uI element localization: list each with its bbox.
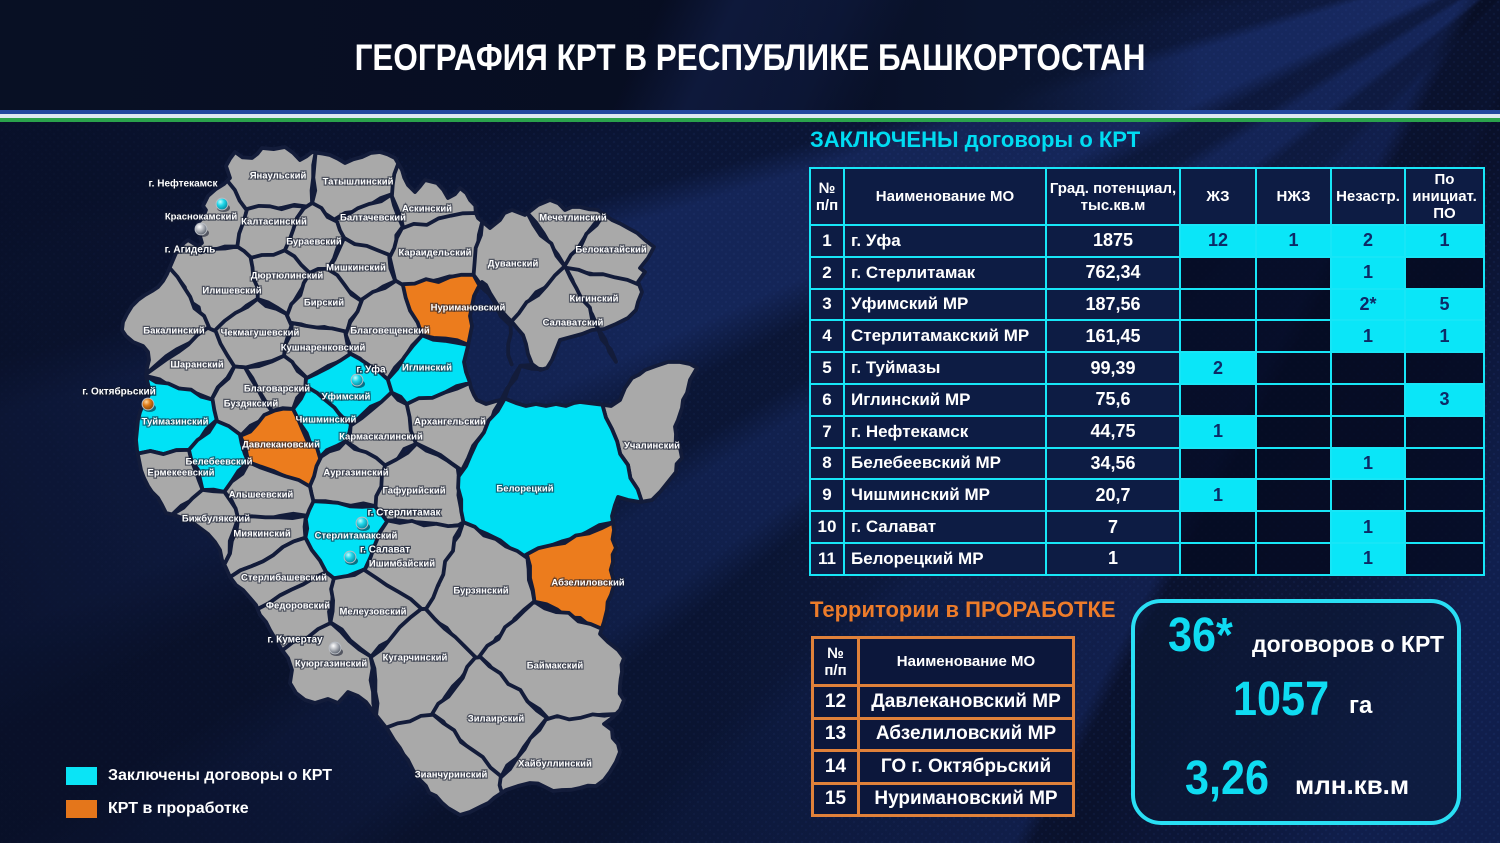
svg-text:Чишминский: Чишминский	[296, 415, 357, 426]
svg-text:Бурзянский: Бурзянский	[453, 586, 508, 597]
svg-text:г. Кумертау: г. Кумертау	[267, 635, 323, 646]
svg-text:Белорецкий: Белорецкий	[496, 484, 553, 495]
svg-text:Благовещенский: Благовещенский	[350, 326, 430, 337]
svg-text:Ермекеевский: Ермекеевский	[148, 468, 215, 479]
svg-text:Баймакский: Баймакский	[527, 661, 584, 672]
svg-text:Кугарчинский: Кугарчинский	[383, 653, 448, 664]
svg-text:Мишкинский: Мишкинский	[326, 263, 386, 274]
svg-text:Стерлибашевский: Стерлибашевский	[241, 573, 327, 584]
svg-text:Мечетлинский: Мечетлинский	[539, 213, 607, 224]
svg-text:Янаульский: Янаульский	[250, 171, 307, 182]
svg-text:Учалинский: Учалинский	[624, 441, 680, 452]
svg-text:Уфимский: Уфимский	[322, 392, 371, 403]
svg-text:Аскинский: Аскинский	[402, 204, 452, 215]
svg-text:Караидельский: Караидельский	[398, 248, 471, 259]
svg-text:Илишевский: Илишевский	[202, 286, 261, 297]
svg-text:Салаватский: Салаватский	[543, 318, 604, 329]
svg-text:Куюргазинский: Куюргазинский	[295, 659, 368, 670]
svg-text:Кармаскалинский: Кармаскалинский	[339, 432, 423, 443]
svg-text:Альшеевский: Альшеевский	[229, 490, 294, 501]
svg-text:Балтачевский: Балтачевский	[340, 213, 406, 224]
svg-text:г. Уфа: г. Уфа	[356, 364, 386, 376]
svg-text:Ишимбайский: Ишимбайский	[369, 559, 435, 570]
svg-text:Мелеузовский: Мелеузовский	[339, 607, 406, 618]
svg-text:Чекмагушевский: Чекмагушевский	[221, 328, 300, 339]
svg-text:г. Октябрьский: г. Октябрьский	[82, 386, 156, 398]
svg-text:Стерлитамакский: Стерлитамакский	[315, 531, 398, 542]
svg-text:Бураевский: Бураевский	[286, 237, 342, 248]
svg-text:Благоварский: Благоварский	[244, 384, 310, 395]
svg-text:г. Салават: г. Салават	[360, 545, 410, 556]
svg-text:Иглинский: Иглинский	[402, 363, 452, 374]
svg-text:Буздякский: Буздякский	[224, 399, 279, 410]
svg-text:Аургазинский: Аургазинский	[323, 468, 388, 479]
svg-text:г. Стерлитамак: г. Стерлитамак	[367, 508, 441, 519]
svg-text:Хайбуллинский: Хайбуллинский	[518, 759, 592, 770]
svg-text:Дуванский: Дуванский	[488, 259, 539, 270]
svg-text:г. Нефтекамск: г. Нефтекамск	[149, 178, 219, 190]
svg-text:Бирский: Бирский	[304, 298, 344, 309]
svg-text:Калтасинский: Калтасинский	[241, 217, 307, 228]
svg-text:Зианчуринский: Зианчуринский	[415, 770, 488, 781]
svg-text:Белокатайский: Белокатайский	[575, 245, 647, 256]
svg-text:Туймазинский: Туймазинский	[142, 417, 209, 428]
svg-text:Нуримановский: Нуримановский	[431, 303, 506, 314]
svg-text:Бакалинский: Бакалинский	[143, 326, 205, 337]
svg-text:Кушнаренковский: Кушнаренковский	[281, 343, 366, 354]
svg-text:Абзелиловский: Абзелиловский	[551, 578, 624, 589]
svg-text:Татышлинский: Татышлинский	[323, 177, 394, 188]
svg-text:Белебеевский: Белебеевский	[186, 457, 253, 468]
svg-text:Федоровский: Федоровский	[266, 601, 330, 612]
svg-text:г. Агидель: г. Агидель	[165, 245, 216, 256]
svg-text:Кигинский: Кигинский	[570, 294, 619, 305]
svg-text:Давлекановский: Давлекановский	[242, 440, 320, 451]
svg-text:Краснокамский: Краснокамский	[165, 212, 238, 223]
svg-text:Миякинский: Миякинский	[233, 529, 291, 540]
svg-text:Гафурийский: Гафурийский	[382, 486, 445, 497]
svg-text:Бижбулякский: Бижбулякский	[182, 514, 250, 525]
svg-text:Зилаирский: Зилаирский	[468, 714, 525, 725]
svg-text:Шаранский: Шаранский	[170, 360, 224, 371]
svg-text:Архангельский: Архангельский	[414, 417, 486, 428]
svg-text:Дюртюлинский: Дюртюлинский	[251, 271, 324, 282]
